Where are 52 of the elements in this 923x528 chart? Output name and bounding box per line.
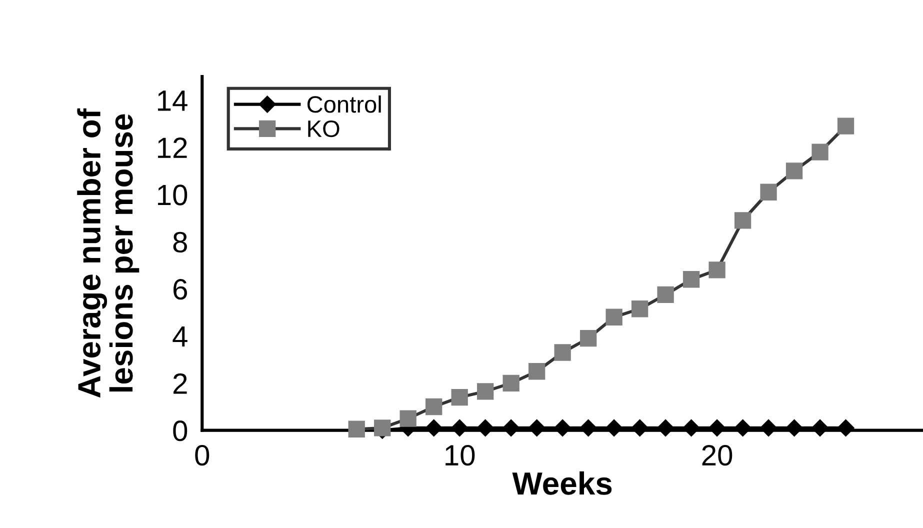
point: [708, 419, 726, 437]
point: [657, 286, 674, 304]
point: [606, 419, 623, 437]
point: [554, 344, 571, 361]
point: [786, 162, 803, 180]
point: [528, 363, 546, 380]
point: [812, 144, 828, 160]
point: [734, 212, 752, 229]
point: [502, 374, 520, 392]
y-tick-label: 0: [173, 420, 188, 442]
point: [656, 419, 674, 437]
point: [348, 420, 365, 438]
y-axis-title: Average number of lesions per mouse: [77, 108, 140, 398]
point: [682, 271, 700, 288]
point: [476, 419, 494, 437]
point: [760, 184, 777, 200]
point: [528, 419, 546, 437]
point: [400, 410, 416, 427]
y-tick-label: 10: [158, 184, 188, 206]
y-tick-label: 6: [174, 279, 187, 300]
point: [580, 330, 597, 347]
point: [606, 308, 622, 326]
point: [837, 419, 854, 437]
point: [631, 419, 648, 437]
point: [451, 388, 468, 406]
point: [682, 419, 700, 437]
point: [554, 419, 572, 437]
y-tick-label: 4: [172, 326, 188, 347]
point: [374, 420, 391, 436]
point: [477, 383, 494, 400]
point: [502, 419, 520, 437]
y-tick-label: 8: [173, 232, 187, 253]
x-tick-label: 10: [446, 444, 475, 466]
point: [786, 419, 803, 437]
point: [811, 419, 829, 437]
x-tick-label: 0: [195, 444, 210, 466]
y-tick-label: 14: [158, 90, 188, 111]
point: [425, 419, 442, 437]
point: [837, 118, 854, 134]
point: [708, 262, 726, 278]
legend-label: KO: [308, 120, 340, 138]
x-tick-label: 20: [702, 444, 732, 466]
y-tick-label: 2: [173, 373, 187, 394]
point: [631, 300, 648, 318]
point: [734, 419, 752, 437]
point: [760, 419, 778, 437]
legend-label: Control: [307, 95, 381, 113]
point: [426, 398, 442, 416]
point: [451, 419, 468, 437]
point: [580, 419, 597, 437]
x-axis-title: Weeks: [512, 471, 612, 495]
y-tick-label: 12: [158, 138, 187, 158]
